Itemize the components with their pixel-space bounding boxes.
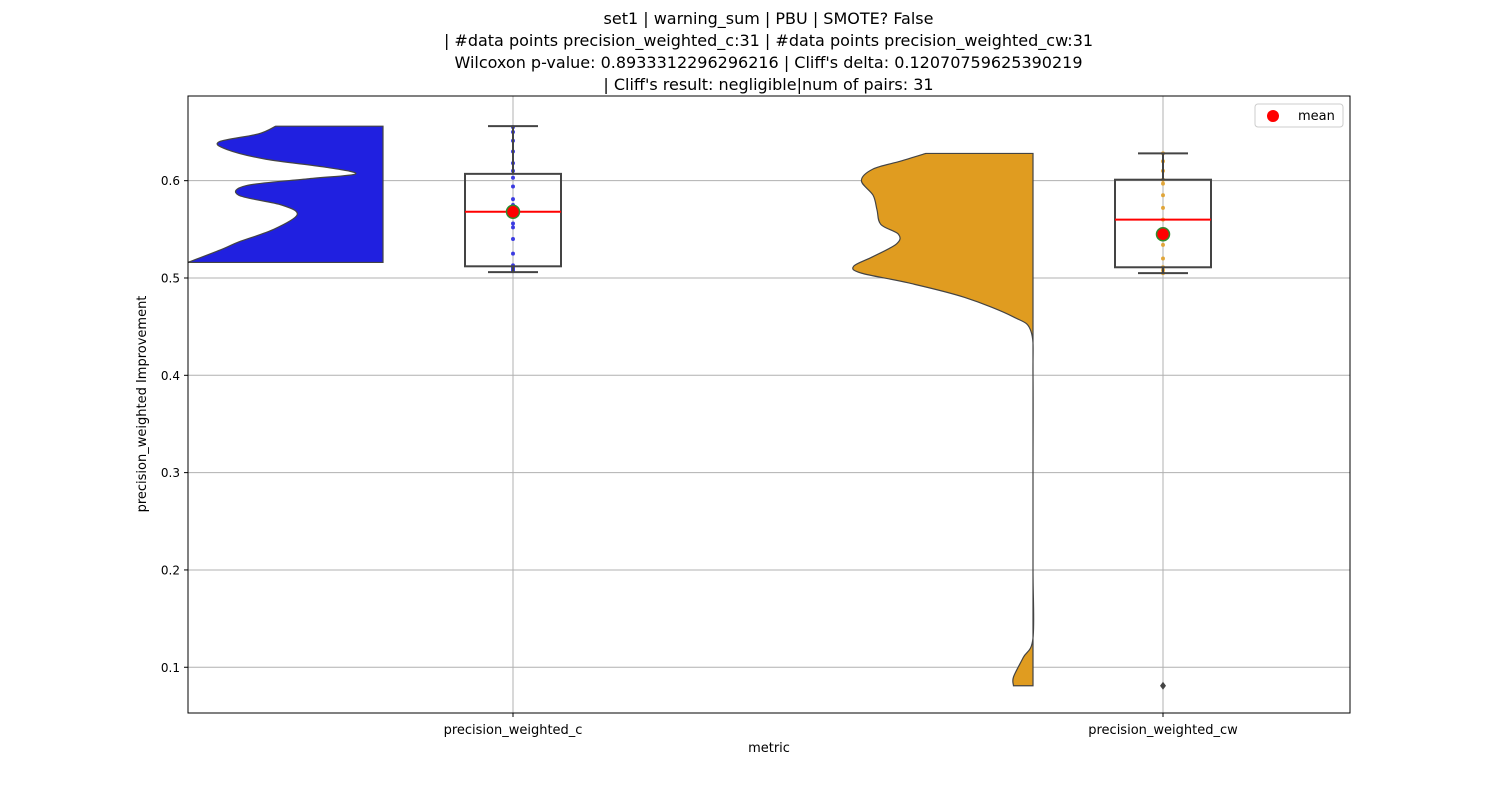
chart-title-line-3: Wilcoxon p-value: 0.8933312296296216 | C… [454, 53, 1083, 72]
x-tick-label: precision_weighted_c [444, 723, 583, 738]
strip-point [511, 251, 515, 256]
y-tick-label: 0.1 [161, 661, 180, 675]
axis-ticks: 0.1 0.2 0.3 0.4 0.5 0.6 precision_weighted_c pr… [161, 174, 1238, 738]
strip-point [1161, 193, 1165, 198]
violin-precision_weighted_cw [852, 152, 1035, 687]
strip-point [1161, 242, 1165, 247]
y-tick-label: 0.2 [161, 563, 180, 577]
strip-point [511, 184, 515, 189]
box-precision_weighted_cw [1114, 178, 1212, 269]
y-tick-label: 0.6 [161, 174, 180, 188]
strip-point [511, 197, 515, 202]
strip-point [511, 221, 515, 226]
legend: mean [1254, 103, 1344, 128]
chart-title-line-4: | Cliff's result: negligible|num of pair… [603, 75, 934, 94]
strip-point [511, 225, 515, 230]
plot-frame [187, 95, 1351, 714]
mean-marker [1155, 226, 1171, 242]
strip-point [1161, 256, 1165, 261]
plot-marks [188, 125, 1212, 690]
x-tick-label: precision_weighted_cw [1088, 723, 1238, 738]
strip-point [1161, 181, 1165, 186]
mean-marker [505, 204, 521, 220]
legend-mean-label: mean [1298, 109, 1335, 124]
x-axis-label: metric [748, 741, 790, 756]
box-precision_weighted_c [464, 172, 562, 268]
y-axis-label: precision_weighted Improvement [135, 296, 150, 513]
strip-point [511, 175, 515, 180]
chart-title: set1 | warning_sum | PBU | SMOTE? False … [0, 8, 1500, 96]
legend-mean-marker [1267, 110, 1279, 122]
chart-title-line-1: set1 | warning_sum | PBU | SMOTE? False [603, 9, 934, 28]
chart-title-line-2: | #data points precision_weighted_c:31 |… [443, 31, 1094, 50]
y-tick-label: 0.4 [161, 369, 180, 383]
strip-point [1161, 205, 1165, 210]
y-tick-label: 0.3 [161, 466, 180, 480]
legend-box [1254, 103, 1344, 128]
outlier-marker [1160, 681, 1166, 690]
y-tick-label: 0.5 [161, 271, 180, 285]
violin-precision_weighted_c [188, 125, 384, 264]
strip-point [511, 237, 515, 242]
